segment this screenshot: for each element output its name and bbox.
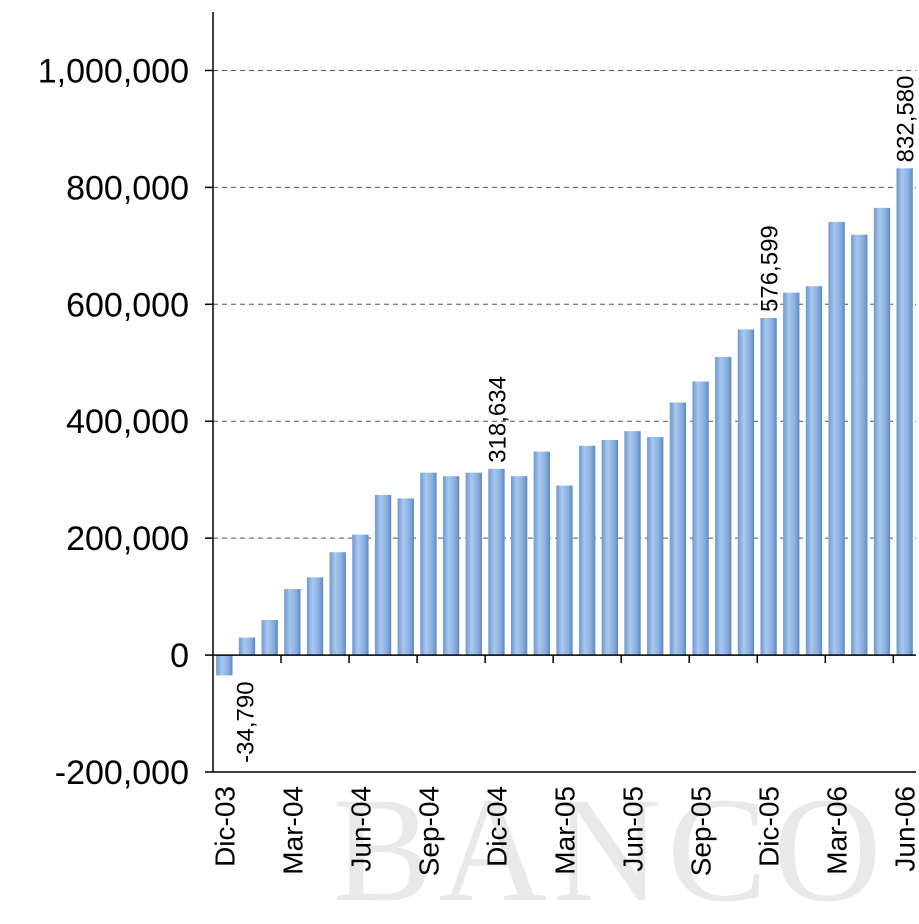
x-tick-label: Dic-05 xyxy=(754,786,785,867)
y-tick-label: 0 xyxy=(170,637,189,675)
bar xyxy=(216,655,233,676)
data-labels: -34,790 318,634 576,599 832,580 xyxy=(232,76,919,763)
x-tick-label: Jun-06 xyxy=(890,786,919,872)
bar xyxy=(306,577,324,656)
bar xyxy=(715,356,732,656)
bar xyxy=(851,234,868,656)
bar xyxy=(760,317,777,656)
y-tick-label: 1,000,000 xyxy=(38,52,189,90)
bar xyxy=(442,476,460,656)
bar xyxy=(465,472,482,656)
bar xyxy=(533,451,550,656)
bar xyxy=(352,534,369,656)
data-label: 832,580 xyxy=(893,76,919,163)
bar xyxy=(783,292,800,656)
x-tick-label: Mar-06 xyxy=(822,786,853,875)
bar xyxy=(579,445,596,656)
data-label: -34,790 xyxy=(232,681,259,762)
x-tick-label: Jun-04 xyxy=(345,786,376,872)
data-label: 576,599 xyxy=(757,225,784,312)
x-tick-label: Dic-03 xyxy=(209,786,240,867)
x-tick-label: Dic-04 xyxy=(481,786,512,867)
bar xyxy=(238,637,256,656)
bar xyxy=(374,494,392,656)
bar xyxy=(692,381,709,656)
y-tick-label: 200,000 xyxy=(66,520,189,558)
bar xyxy=(737,329,755,656)
x-tick-label: Sep-04 xyxy=(413,786,444,876)
y-tick-label: 800,000 xyxy=(66,169,189,207)
bar xyxy=(397,498,414,656)
bar xyxy=(601,439,619,656)
bar xyxy=(805,286,823,656)
watermark-text: BANCO xyxy=(332,767,887,924)
bar xyxy=(420,472,437,656)
x-tick-label: Jun-05 xyxy=(618,786,649,872)
bar xyxy=(647,437,664,656)
bar xyxy=(828,221,845,656)
bar xyxy=(261,620,278,656)
bar xyxy=(488,468,505,656)
bar xyxy=(329,552,346,656)
y-tick-label: -200,000 xyxy=(55,754,189,792)
bar xyxy=(284,589,301,656)
bar xyxy=(624,431,641,656)
bar xyxy=(669,402,687,656)
y-tick-label: 400,000 xyxy=(66,403,189,441)
y-tick-labels: -200,000 0 200,000 400,000 600,000 800,000 1,0… xyxy=(38,52,189,792)
data-label: 318,634 xyxy=(484,376,511,463)
x-tick-label: Mar-05 xyxy=(550,786,581,875)
y-tick-label: 600,000 xyxy=(66,286,189,324)
bar xyxy=(896,168,913,656)
axes xyxy=(205,12,916,773)
bars xyxy=(216,168,913,676)
x-tick-labels: Dic-03 Mar-04 Jun-04 Sep-04 Dic-04 Mar-05 Jun-… xyxy=(209,786,919,876)
x-tick-label: Sep-05 xyxy=(686,786,717,876)
bar xyxy=(873,207,891,656)
x-tick-label: Mar-04 xyxy=(277,786,308,875)
bar xyxy=(556,485,573,656)
bar xyxy=(510,476,528,656)
